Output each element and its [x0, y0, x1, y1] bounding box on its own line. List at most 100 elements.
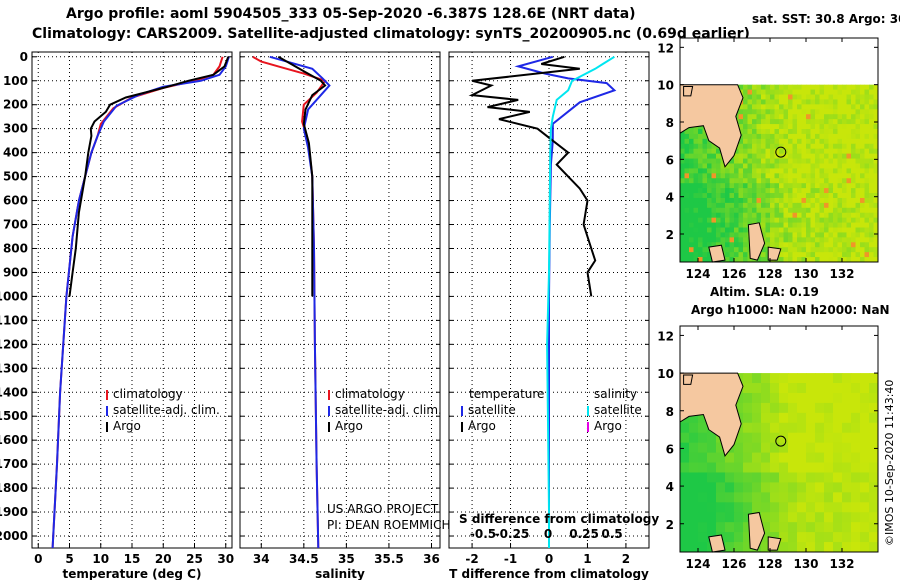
- map-cell: [711, 197, 717, 204]
- map-cell: [842, 542, 852, 553]
- map-cell: [774, 119, 780, 125]
- map-cell: [806, 119, 811, 125]
- map-cell: [810, 119, 816, 125]
- map-x-tick-label: 126: [721, 557, 746, 571]
- map-cell: [725, 242, 730, 248]
- map-cell: [788, 383, 798, 394]
- map-cell: [846, 104, 852, 110]
- map-cell: [774, 104, 780, 110]
- map-cell: [860, 482, 870, 493]
- map-cell: [855, 124, 861, 130]
- map-cell: [689, 532, 699, 543]
- map-cell: [689, 193, 694, 199]
- map-cell: [779, 129, 784, 135]
- map-cell: [788, 227, 793, 233]
- map-cell: [824, 89, 829, 96]
- map-cell: [851, 402, 861, 414]
- map-cell: [819, 119, 825, 125]
- map-cell: [860, 197, 865, 204]
- map-cell: [851, 163, 856, 169]
- map-cell: [770, 202, 775, 209]
- map-cell: [869, 143, 874, 150]
- map-cell: [765, 193, 771, 199]
- map-cell: [837, 232, 843, 238]
- map-cell: [855, 84, 861, 91]
- map-cell: [725, 257, 730, 263]
- s-diff-axis-label: S difference from climatology: [459, 512, 659, 526]
- map-cell: [702, 257, 708, 263]
- map-cell: [842, 472, 852, 483]
- map-cell: [806, 173, 811, 179]
- map-cell: [752, 502, 762, 513]
- map-cell: [702, 242, 708, 248]
- map-cell: [680, 462, 690, 473]
- map-cell: [815, 197, 820, 204]
- map-cell: [783, 197, 789, 204]
- map-cell: [797, 392, 807, 404]
- map-cell: [765, 124, 771, 130]
- map-cell: [873, 257, 879, 263]
- map-cell: [761, 119, 766, 125]
- map-cell: [756, 178, 762, 184]
- map-cell: [797, 109, 802, 115]
- map-cell: [855, 242, 861, 248]
- map-cell: [765, 109, 771, 115]
- map-cell: [806, 188, 811, 194]
- map-cell: [779, 143, 784, 150]
- map-cell: [729, 168, 735, 174]
- map-cell: [756, 129, 762, 135]
- map-x-tick-label: 124: [685, 267, 710, 281]
- map-cell: [783, 173, 789, 179]
- depth-tick-label: 1100: [0, 313, 28, 327]
- map-cell: [851, 482, 861, 493]
- map-cell: [698, 158, 703, 164]
- map-cell: [707, 153, 712, 160]
- map-cell: [770, 188, 775, 194]
- map-cell: [725, 237, 730, 243]
- map-cell: [846, 94, 852, 100]
- map-cell: [788, 163, 793, 169]
- map-cell: [698, 207, 703, 214]
- map-cell: [837, 153, 843, 160]
- map-cell: [702, 183, 708, 189]
- map-cell: [738, 168, 744, 174]
- map-cell: [788, 257, 793, 263]
- map-cell: [743, 173, 748, 179]
- depth-tick-label: 1000: [0, 289, 28, 303]
- map-cell: [792, 114, 798, 120]
- map-cell: [761, 212, 766, 219]
- map-cell: [788, 242, 793, 248]
- map-cell: [815, 392, 825, 404]
- map-cell: [756, 143, 762, 150]
- map-cell: [774, 133, 780, 140]
- map-cell: [689, 178, 694, 184]
- map-cell: [873, 133, 879, 140]
- map-cell: [770, 373, 780, 384]
- map-cell: [873, 207, 879, 214]
- map-cell: [693, 217, 699, 224]
- map-cell: [765, 183, 771, 189]
- map-cell: [725, 183, 730, 189]
- map-cell: [684, 242, 690, 248]
- map-cell: [729, 163, 735, 169]
- map-cell: [819, 163, 825, 169]
- map-cell: [860, 462, 870, 473]
- x-tick-label: -1: [504, 552, 517, 566]
- map-cell: [824, 109, 829, 115]
- map-cell: [819, 89, 825, 96]
- map-cell: [869, 193, 874, 199]
- map-cell: [873, 222, 879, 229]
- map-cell: [680, 212, 685, 219]
- map-cell: [738, 212, 744, 219]
- map-cell: [729, 207, 735, 214]
- map-cell: [680, 237, 685, 243]
- map-cell: [806, 183, 811, 189]
- map-cell: [743, 109, 748, 115]
- map-cell: [693, 168, 699, 174]
- map-cell: [761, 392, 771, 404]
- map-cell: [752, 99, 757, 105]
- map-cell: [815, 452, 825, 464]
- map-cell: [846, 84, 852, 91]
- map-cell: [806, 252, 811, 258]
- map-cell: [693, 242, 699, 248]
